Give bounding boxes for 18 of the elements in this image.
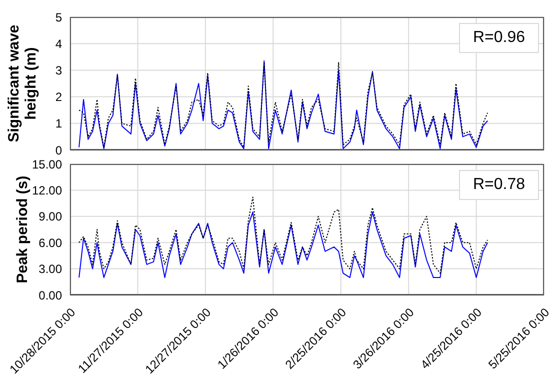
y-tick-label: 6.00 [38, 236, 62, 250]
y-axis-title: Significant wave height (m) [6, 24, 40, 142]
y-tick-label: 0.00 [38, 288, 62, 302]
line-series [78, 196, 488, 274]
y-tick-label: 4 [55, 36, 62, 51]
line-series [78, 212, 488, 278]
annotation: R=0.96 [459, 23, 539, 53]
y-tick-label: 12.00 [32, 183, 62, 198]
y-tick-label: 0 [55, 143, 62, 158]
y-tick-label: 9.00 [38, 210, 62, 224]
y-tick-label: 3.00 [38, 262, 62, 276]
y-axis-title: Peak period (s) [14, 176, 31, 284]
y-tick-label: 15.00 [32, 157, 62, 172]
y-tick-label: 2 [55, 90, 62, 104]
y-tick-label: 5 [55, 10, 62, 24]
annotation: R=0.78 [459, 170, 539, 200]
y-tick-label: 3 [55, 63, 62, 78]
y-tick-label: 1 [55, 116, 62, 131]
